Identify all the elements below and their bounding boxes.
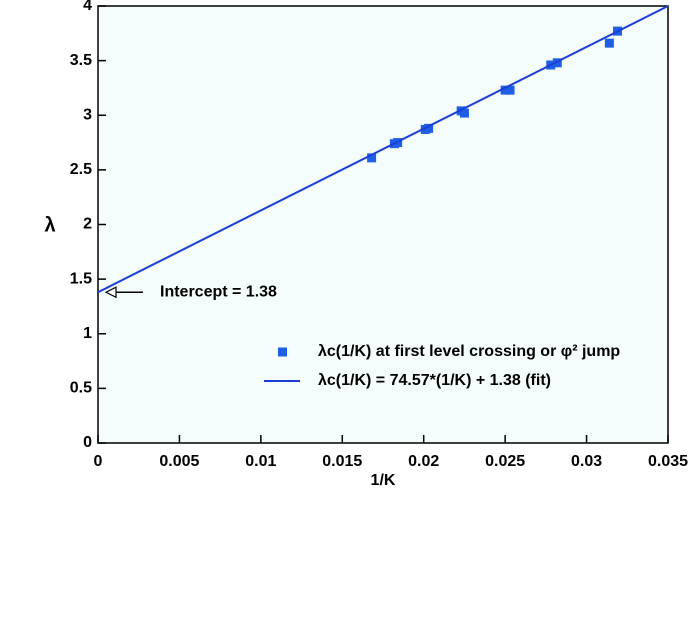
x-tick-label: 0.01 <box>245 453 276 470</box>
x-tick-label: 0.015 <box>322 453 362 470</box>
y-tick-label: 0.5 <box>70 380 92 397</box>
y-tick-label: 2 <box>83 216 92 233</box>
legend-marker <box>278 347 287 357</box>
y-tick-label: 1 <box>83 325 92 342</box>
legend-label: λc(1/K) = 74.57*(1/K) + 1.38 (fit) <box>318 372 551 389</box>
annotation-arrowhead <box>104 286 117 299</box>
y-tick-label: 3 <box>83 106 92 123</box>
data-point <box>604 38 614 48</box>
annotation: Intercept = 1.38 <box>160 283 277 300</box>
data-point <box>424 123 434 133</box>
y-tick-label: 1.5 <box>70 270 92 287</box>
x-tick-label: 0.025 <box>485 453 525 470</box>
x-tick-label: 0.005 <box>159 453 199 470</box>
x-tick-label: 0.02 <box>408 453 439 470</box>
data-point <box>367 153 377 163</box>
data-point <box>459 108 469 118</box>
y-tick-label: 2.5 <box>70 161 92 178</box>
y-axis-label: λ <box>44 214 55 236</box>
x-tick-label: 0 <box>94 453 103 470</box>
y-tick-label: 0 <box>83 434 92 451</box>
x-axis-label: 1/K <box>371 472 396 489</box>
plot-area <box>97 5 669 444</box>
data-point <box>505 85 515 95</box>
data-point <box>552 58 562 68</box>
x-tick-label: 0.03 <box>571 453 602 470</box>
data-point <box>500 85 510 95</box>
legend-label: λc(1/K) at first level crossing or φ² ju… <box>318 343 620 360</box>
y-tick-label: 4 <box>83 0 92 14</box>
fit-line <box>97 5 669 294</box>
y-tick-label: 3.5 <box>70 52 92 69</box>
x-tick-label: 0.035 <box>648 453 688 470</box>
